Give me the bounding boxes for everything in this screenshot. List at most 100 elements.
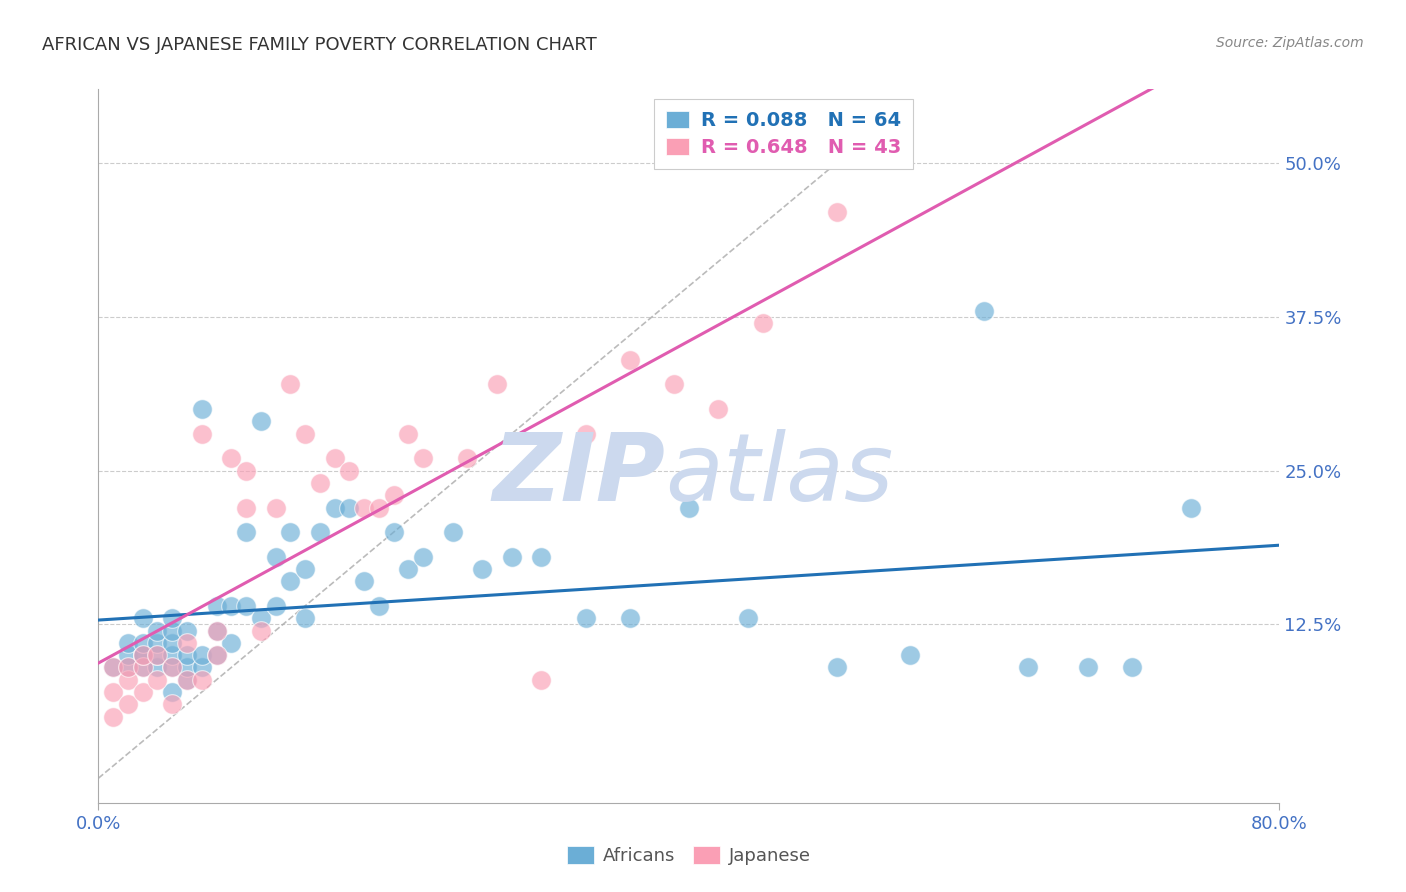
- Point: [294, 426, 316, 441]
- Point: [205, 624, 228, 638]
- Point: [678, 500, 700, 515]
- Point: [235, 464, 257, 478]
- Point: [103, 685, 125, 699]
- Point: [146, 660, 169, 674]
- Point: [176, 673, 198, 687]
- Point: [191, 660, 214, 674]
- Point: [176, 660, 198, 674]
- Text: AFRICAN VS JAPANESE FAMILY POVERTY CORRELATION CHART: AFRICAN VS JAPANESE FAMILY POVERTY CORRE…: [42, 36, 598, 54]
- Point: [103, 660, 125, 674]
- Point: [309, 475, 332, 490]
- Point: [191, 402, 214, 417]
- Point: [900, 648, 922, 662]
- Point: [205, 648, 228, 662]
- Point: [146, 636, 169, 650]
- Point: [176, 636, 198, 650]
- Point: [117, 636, 139, 650]
- Point: [235, 500, 257, 515]
- Point: [264, 549, 287, 564]
- Point: [368, 599, 391, 613]
- Point: [1018, 660, 1040, 674]
- Point: [176, 673, 198, 687]
- Text: Source: ZipAtlas.com: Source: ZipAtlas.com: [1216, 36, 1364, 50]
- Point: [250, 624, 273, 638]
- Point: [619, 611, 641, 625]
- Point: [1121, 660, 1143, 674]
- Point: [501, 549, 523, 564]
- Point: [132, 611, 155, 625]
- Point: [412, 549, 434, 564]
- Point: [146, 648, 169, 662]
- Point: [250, 414, 273, 428]
- Point: [825, 205, 848, 219]
- Text: ZIP: ZIP: [492, 428, 665, 521]
- Point: [530, 673, 553, 687]
- Point: [353, 574, 375, 589]
- Point: [280, 525, 302, 540]
- Point: [205, 624, 228, 638]
- Point: [737, 611, 759, 625]
- Point: [117, 660, 139, 674]
- Point: [205, 599, 228, 613]
- Point: [162, 660, 183, 674]
- Point: [294, 611, 316, 625]
- Point: [132, 648, 155, 662]
- Point: [264, 599, 287, 613]
- Point: [117, 648, 139, 662]
- Point: [162, 685, 183, 699]
- Point: [382, 525, 405, 540]
- Point: [117, 660, 139, 674]
- Point: [575, 611, 598, 625]
- Point: [162, 660, 183, 674]
- Point: [825, 660, 848, 674]
- Point: [221, 636, 243, 650]
- Point: [619, 352, 641, 367]
- Point: [339, 464, 361, 478]
- Point: [323, 500, 346, 515]
- Point: [176, 648, 198, 662]
- Point: [191, 673, 214, 687]
- Point: [162, 648, 183, 662]
- Point: [412, 451, 434, 466]
- Point: [752, 316, 775, 330]
- Point: [486, 377, 509, 392]
- Point: [973, 303, 995, 318]
- Point: [398, 426, 420, 441]
- Point: [132, 648, 155, 662]
- Point: [162, 636, 183, 650]
- Point: [132, 636, 155, 650]
- Point: [162, 698, 183, 712]
- Point: [309, 525, 332, 540]
- Point: [191, 426, 214, 441]
- Point: [1077, 660, 1099, 674]
- Point: [368, 500, 391, 515]
- Point: [471, 562, 494, 576]
- Point: [103, 709, 125, 723]
- Point: [132, 685, 155, 699]
- Point: [235, 525, 257, 540]
- Text: atlas: atlas: [665, 429, 894, 520]
- Point: [339, 500, 361, 515]
- Point: [382, 488, 405, 502]
- Point: [398, 562, 420, 576]
- Point: [162, 611, 183, 625]
- Point: [146, 673, 169, 687]
- Point: [103, 660, 125, 674]
- Point: [250, 611, 273, 625]
- Point: [1180, 500, 1202, 515]
- Point: [221, 599, 243, 613]
- Point: [176, 624, 198, 638]
- Point: [191, 648, 214, 662]
- Point: [323, 451, 346, 466]
- Point: [132, 660, 155, 674]
- Point: [664, 377, 686, 392]
- Point: [264, 500, 287, 515]
- Point: [146, 624, 169, 638]
- Point: [117, 673, 139, 687]
- Point: [221, 451, 243, 466]
- Point: [353, 500, 375, 515]
- Point: [162, 624, 183, 638]
- Point: [575, 426, 598, 441]
- Point: [146, 648, 169, 662]
- Point: [205, 648, 228, 662]
